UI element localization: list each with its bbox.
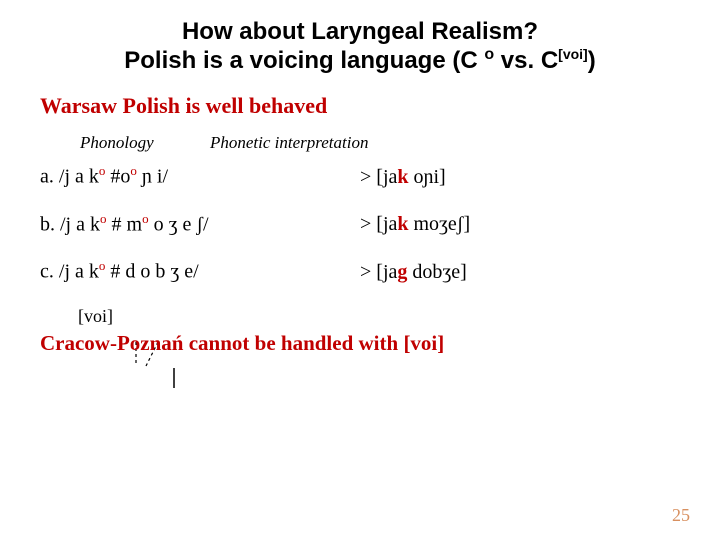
row-a-phonology: a. /j a ko #oo ɲ i/ — [40, 163, 360, 189]
subtitle: Warsaw Polish is well behaved — [40, 93, 680, 119]
row-a-k: k — [89, 166, 99, 188]
row-a: a. /j a ko #oo ɲ i/ > [jak oɲi] — [40, 163, 680, 189]
row-b: b. /j a ko # mo o ʒ e ʃ/ > [jak moʒeʃ] — [40, 211, 680, 237]
title2-c: ) — [588, 47, 596, 74]
row-c-p2: # d o b ʒ e/ — [105, 261, 198, 283]
header-phonetic: Phonetic interpretation — [210, 133, 368, 153]
title2-b: vs. C — [494, 47, 558, 74]
row-b-phonology: b. /j a ko # mo o ʒ e ʃ/ — [40, 211, 360, 237]
row-a-out1: > [ja — [360, 166, 397, 188]
title-block: How about Laryngeal Realism? Polish is a… — [40, 18, 680, 75]
row-b-p3: o ʒ e ʃ/ — [149, 213, 209, 235]
row-c-output: > [jag dobʒe] — [360, 261, 467, 284]
row-b-p2: # m — [107, 213, 143, 235]
row-c-p1: /j a — [59, 261, 89, 283]
row-c-out2: dobʒe] — [407, 261, 466, 283]
row-b-output: > [jak moʒeʃ] — [360, 213, 470, 236]
row-a-output: > [jak oɲi] — [360, 166, 446, 189]
row-a-outk: k — [397, 166, 408, 188]
title2-a: Polish is a voicing language (C — [124, 47, 484, 74]
row-a-p3: ɲ i/ — [137, 166, 168, 188]
row-c-phonology: c. /j a ko # d o b ʒ e/ — [40, 258, 360, 284]
row-c-outk: g — [397, 261, 407, 283]
page-number: 25 — [672, 505, 690, 526]
title-line1: How about Laryngeal Realism? — [40, 18, 680, 46]
voi-label: [voi] — [78, 306, 680, 327]
row-c-out1: > [ja — [360, 261, 397, 283]
title-line2: Polish is a voicing language (C o vs. C[… — [40, 46, 680, 75]
row-b-p1: /j a — [60, 213, 90, 235]
title2-sup2: [voi] — [558, 46, 588, 62]
row-c-label: c. — [40, 261, 54, 283]
title2-sup1: o — [484, 46, 494, 63]
voi-block: [voi] Cracow-Poznań cannot be handled wi… — [40, 306, 680, 356]
column-headers: Phonology Phonetic interpretation — [40, 133, 680, 153]
row-a-out2: oɲi] — [409, 166, 446, 188]
row-b-out2: moʒeʃ] — [409, 213, 471, 235]
row-a-p1: /j a — [59, 166, 89, 188]
row-b-outk: k — [397, 213, 408, 235]
row-c: c. /j a ko # d o b ʒ e/ > [jag dobʒe] — [40, 258, 680, 284]
row-b-out1: > [ja — [360, 213, 397, 235]
conclusion: Cracow-Poznań cannot be handled with [vo… — [40, 331, 680, 356]
row-a-label: a. — [40, 166, 54, 188]
row-a-p2: #o — [105, 166, 130, 188]
row-c-k: k — [89, 261, 99, 283]
row-b-label: b. — [40, 213, 55, 235]
header-phonology: Phonology — [80, 133, 210, 153]
row-b-k: k — [90, 213, 100, 235]
